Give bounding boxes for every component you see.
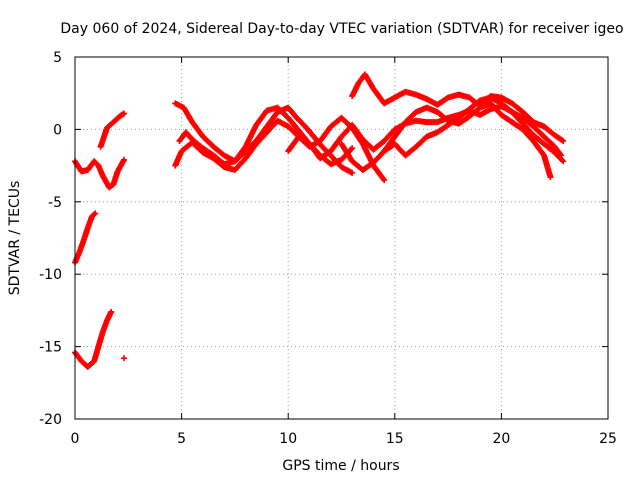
- x-tick-label: 10: [279, 431, 297, 447]
- data-point: [92, 210, 99, 217]
- data-point: [559, 157, 566, 164]
- y-tick-label: 0: [53, 122, 62, 138]
- y-tick-label: -20: [39, 412, 62, 428]
- data-point: [91, 211, 98, 218]
- x-tick-label: 25: [599, 431, 617, 447]
- data-point: [121, 110, 128, 117]
- x-tick-label: 0: [71, 431, 80, 447]
- x-tick-label: 15: [386, 431, 404, 447]
- x-axis-label: GPS time / hours: [282, 458, 399, 474]
- data-point: [547, 174, 554, 181]
- data-point: [349, 145, 356, 152]
- chart-title: Day 060 of 2024, Sidereal Day-to-day VTE…: [60, 21, 623, 37]
- data-point: [121, 156, 128, 163]
- data-point: [560, 158, 567, 165]
- y-tick-label: -15: [39, 340, 62, 356]
- y-tick-label: -5: [48, 195, 62, 211]
- plot-frame: [74, 56, 609, 420]
- data-point: [381, 177, 388, 184]
- y-tick-label: -10: [39, 267, 62, 283]
- y-axis-label: SDTVAR / TECUs: [7, 181, 23, 296]
- x-tick-label: 5: [177, 431, 186, 447]
- data-point: [560, 137, 567, 144]
- data-points: [72, 71, 567, 370]
- data-point: [108, 308, 115, 315]
- data-point: [121, 355, 128, 362]
- data-point: [349, 169, 356, 176]
- y-tick-label: 5: [53, 50, 62, 66]
- data-point: [348, 146, 355, 153]
- tick-labels: 0 5 10 15 20 25 5 0 -5 -10 -15 -20: [39, 50, 617, 447]
- grid: [75, 57, 608, 419]
- x-tick-label: 20: [492, 431, 510, 447]
- axis-ticks: [74, 56, 609, 420]
